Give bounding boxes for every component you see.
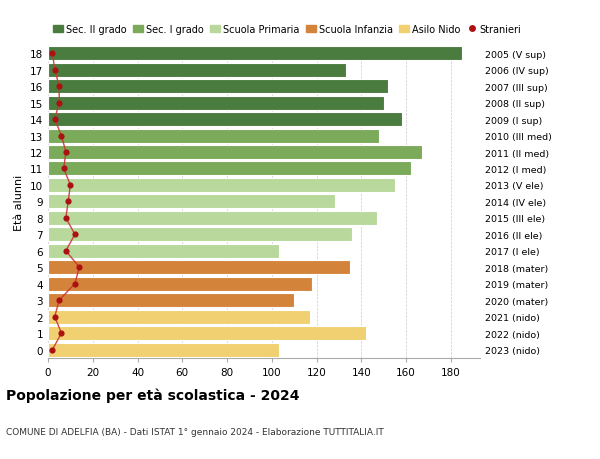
Y-axis label: Età alunni: Età alunni [14,174,25,230]
Point [70,231,80,239]
Point [50,67,59,74]
Point [55,100,64,107]
Bar [48,294,294,308]
Legend: Sec. II grado, Sec. I grado, Scuola Primaria, Scuola Infanzia, Asilo Nido, Stran: Sec. II grado, Sec. I grado, Scuola Prim… [53,25,521,35]
Point [59,165,68,173]
Bar [48,326,366,341]
Bar [48,195,335,209]
Point [74,264,84,271]
Bar [48,343,278,357]
Bar [48,113,401,127]
Point [47,346,57,353]
Point [55,297,64,304]
Point [56,330,66,337]
Point [47,50,57,58]
Point [61,149,71,157]
Bar [48,63,346,78]
Point [55,83,64,90]
Bar [48,80,388,94]
Point [70,280,80,288]
Bar [48,47,462,61]
Bar [48,179,395,192]
Point [56,133,66,140]
Point [64,198,73,206]
Point [61,247,71,255]
Point [50,313,59,321]
Bar [48,228,352,242]
Bar [48,277,312,291]
Bar [48,129,379,143]
Bar [48,146,422,160]
Text: Popolazione per età scolastica - 2024: Popolazione per età scolastica - 2024 [6,388,299,403]
Bar [48,244,278,258]
Bar [48,96,384,110]
Point [50,116,59,123]
Point [61,215,71,222]
Text: COMUNE DI ADELFIA (BA) - Dati ISTAT 1° gennaio 2024 - Elaborazione TUTTITALIA.IT: COMUNE DI ADELFIA (BA) - Dati ISTAT 1° g… [6,427,384,436]
Bar [48,212,377,225]
Bar [48,162,410,176]
Bar [48,310,310,324]
Bar [48,261,350,274]
Point [65,182,75,189]
Y-axis label: Anni di nascita: Anni di nascita [597,161,600,243]
